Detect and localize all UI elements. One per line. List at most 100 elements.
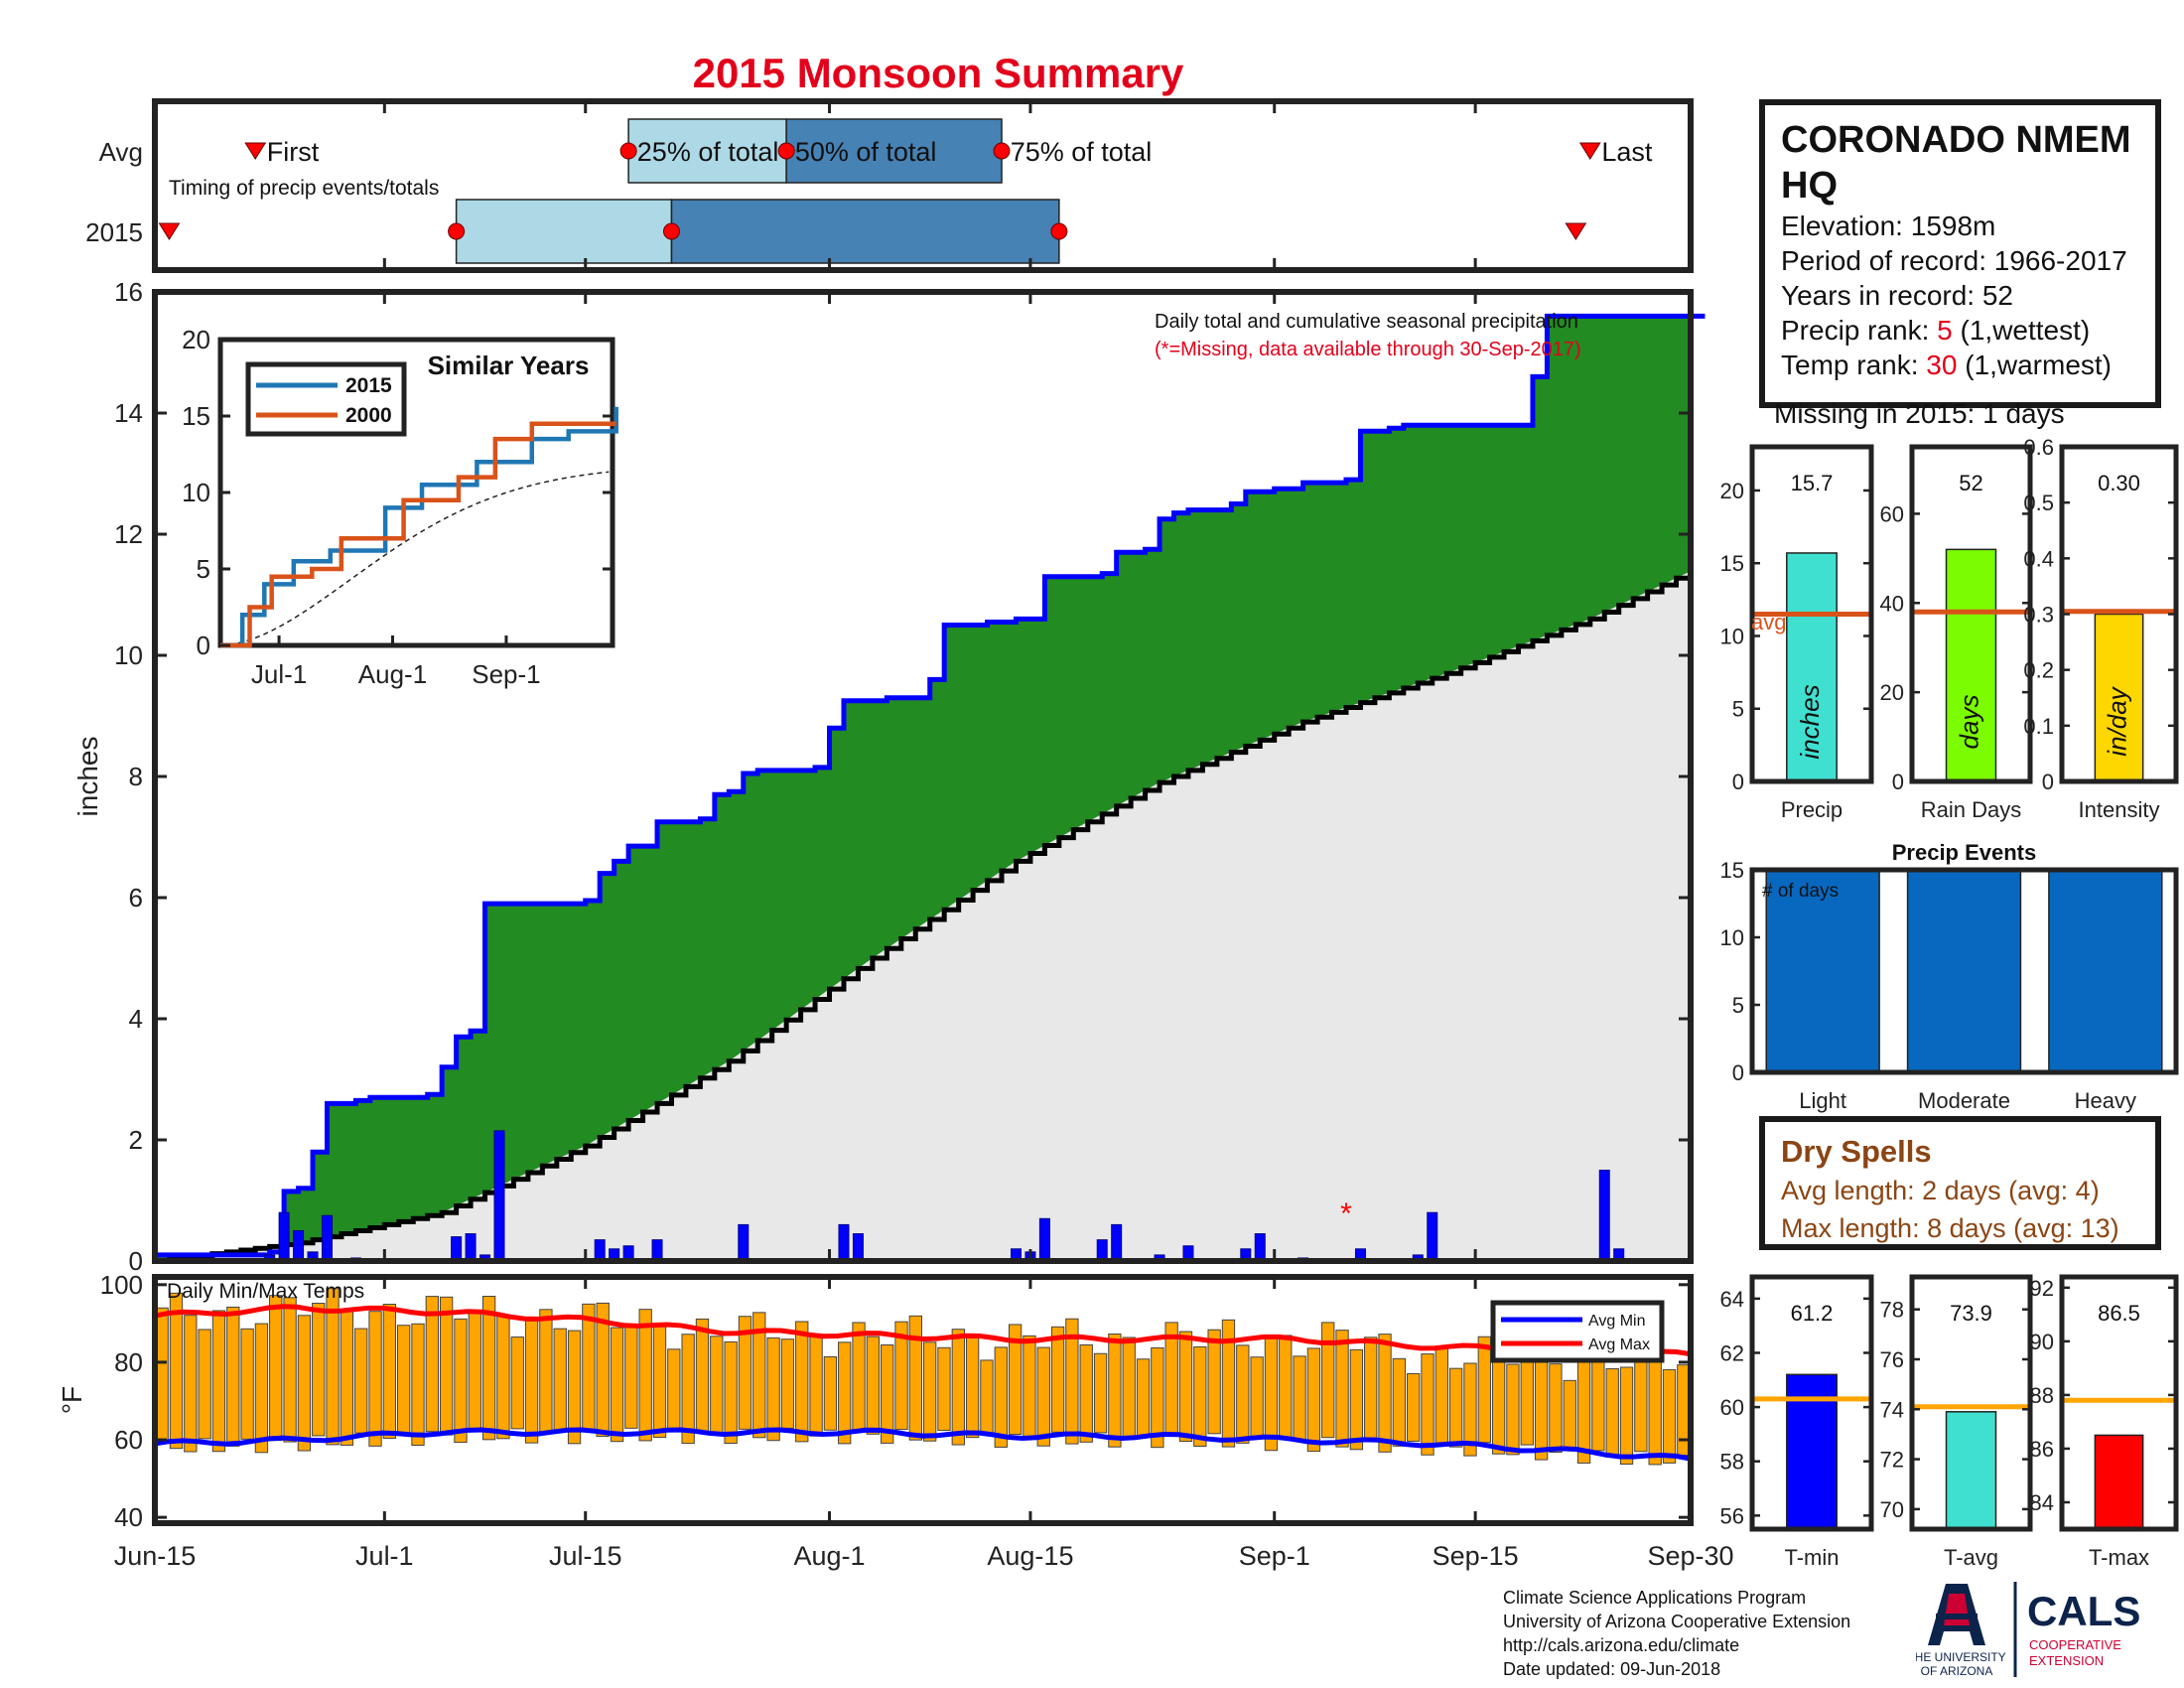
timing-row-label: Avg <box>99 137 143 167</box>
station-name: CORONADO NMEM HQ <box>1781 119 2131 207</box>
timing-percentile-dot <box>662 222 680 240</box>
daily-temp-range-bar <box>425 1296 439 1433</box>
timing-first-last-marker <box>244 142 267 160</box>
daily-temp-range-bar <box>596 1302 610 1437</box>
inset-legend-box <box>245 361 407 437</box>
stat-panel-frame <box>1909 1274 2033 1532</box>
daily-temp-range-bar <box>1591 1348 1605 1452</box>
daily-temp-range-bar <box>1520 1354 1534 1446</box>
stat-y-tick-label: 60 <box>1880 501 1904 526</box>
daily-temp-range-bar <box>695 1318 710 1434</box>
main-y-axis-label: inches <box>72 737 103 817</box>
daily-temp-range-bar <box>1122 1336 1136 1439</box>
daily-temp-range-bar <box>354 1328 368 1434</box>
logos: THE UNIVERSITY OF ARIZONA CALS COOPERATI… <box>1916 1582 2140 1678</box>
ua-logo: THE UNIVERSITY OF ARIZONA <box>1916 1584 2006 1678</box>
seasonal-stats-panels: 0 5 10 15 20 15.7 Precip inches avg 0 20 40 60 52 Rain… <box>1720 435 2179 822</box>
inset-y-tick-label: 10 <box>182 478 210 507</box>
daily-temp-range-bar <box>510 1336 524 1430</box>
daily-temp-range-bar <box>283 1297 297 1443</box>
stat-y-tick-label: 0.5 <box>2023 491 2054 515</box>
daily-temp-range-bar <box>667 1348 681 1430</box>
daily-precip-bar <box>738 1223 750 1262</box>
daily-temp-range-bar <box>937 1346 951 1432</box>
daily-temp-range-bar <box>1421 1353 1434 1456</box>
main-y-tick-label: 4 <box>129 1004 143 1034</box>
daily-temp-range-bar <box>198 1329 211 1440</box>
temps-frame <box>152 1274 1694 1526</box>
daily-temp-range-bar <box>994 1346 1008 1448</box>
stat-category-label: T-max <box>2089 1545 2149 1570</box>
daily-temp-range-bar <box>340 1310 354 1446</box>
x-tick-label: Sep-15 <box>1433 1541 1519 1571</box>
temps-y-tick-label: 80 <box>114 1347 143 1377</box>
daily-temp-range-bar <box>1605 1367 1619 1458</box>
credits-block: Climate Science Applications Program Uni… <box>1503 1586 1850 1681</box>
daily-precip-bar <box>1254 1233 1266 1262</box>
daily-precip-bar <box>1427 1211 1438 1262</box>
inset-title: Similar Years <box>428 351 590 380</box>
daily-temp-range-bar <box>965 1336 980 1439</box>
dry-max-length: Max length: 8 days (avg: 13) <box>1781 1213 2119 1243</box>
cumulative-excess-area <box>155 316 1706 1261</box>
daily-temps-panel: 40 60 80 100 Daily Min/Max Temps °F Avg Min Avg… <box>57 1270 1694 1532</box>
daily-temp-range-bar <box>1065 1318 1079 1445</box>
daily-temp-range-bar <box>1264 1336 1279 1452</box>
timing-percentile-dot <box>777 142 795 160</box>
precip-rank-value: 5 <box>1937 315 1953 346</box>
stat-value-bar <box>2094 1434 2144 1530</box>
precip-avg-label: avg <box>1751 610 1786 634</box>
stat-y-tick-label: 78 <box>1880 1298 1904 1323</box>
inset-legend-label: 2000 <box>345 404 392 427</box>
daily-temp-range-bar <box>738 1316 752 1430</box>
station-period: Period of record: 1966-2017 <box>1781 245 2127 276</box>
daily-temp-range-bar <box>567 1330 582 1445</box>
daily-temp-range-bar <box>254 1323 269 1454</box>
dry-avg-length: Avg length: 2 days (avg: 4) <box>1781 1176 2100 1205</box>
daily-temp-range-bar <box>226 1306 240 1447</box>
daily-temp-range-bar <box>1108 1334 1122 1448</box>
daily-temp-range-bar <box>752 1312 766 1439</box>
daily-temp-range-bar <box>1221 1319 1236 1448</box>
timing-percentile-label: 50% of total <box>795 137 937 167</box>
station-elevation: Elevation: 1598m <box>1781 211 1996 241</box>
daily-temp-range-bar <box>681 1334 695 1445</box>
inset-series-2000 <box>220 421 616 648</box>
daily-temp-range-bar <box>411 1323 425 1446</box>
daily-precip-bar <box>1096 1239 1108 1262</box>
main-y-tick-label: 6 <box>129 883 143 913</box>
timing-percentile-label: 75% of total <box>1011 137 1153 167</box>
stat-y-tick-label: 0.2 <box>2023 658 2054 683</box>
daily-temp-range-bar <box>1293 1355 1306 1442</box>
timing-percentile-label: 25% of total <box>637 137 779 167</box>
dry-spells-box: Dry Spells Avg length: 2 days (avg: 4) M… <box>1759 1116 2161 1250</box>
daily-temp-range-bar <box>326 1288 340 1446</box>
stat-y-tick-label: 70 <box>1880 1497 1904 1522</box>
stat-y-tick-label: 20 <box>1880 680 1904 705</box>
daily-temp-range-bar <box>368 1311 382 1447</box>
daily-temp-range-bar <box>866 1336 881 1435</box>
daily-temp-range-bar <box>1236 1344 1250 1444</box>
daily-temp-range-bar <box>439 1296 454 1436</box>
timing-percentile-dot <box>448 222 466 240</box>
avg-max-line <box>154 1304 1692 1357</box>
stat-value-bar <box>1945 548 1997 782</box>
stat-y-tick-label: 0.4 <box>2023 546 2054 571</box>
daily-temp-range-bar <box>1193 1345 1207 1448</box>
average-cumulative-area <box>155 571 1691 1261</box>
events-y-tick-label: 5 <box>1732 993 1744 1018</box>
stat-y-tick-label: 60 <box>1720 1395 1744 1420</box>
daily-temp-range-bar <box>1463 1362 1477 1457</box>
ua-text-2: OF ARIZONA <box>1921 1664 1993 1678</box>
daily-temp-range-bar <box>1151 1346 1164 1449</box>
daily-temp-range-bar <box>524 1320 539 1444</box>
events-note: # of days <box>1762 881 1839 902</box>
inset-series-2015 <box>220 406 618 648</box>
stat-y-tick-label: 58 <box>1720 1450 1744 1475</box>
main-y-tick-label: 10 <box>114 640 143 670</box>
main-legend-line-2: (*=Missing, data available through 30-Se… <box>1155 339 1581 360</box>
timing-percentile-label: Last <box>1601 137 1653 167</box>
temps-y-tick-label: 60 <box>114 1425 143 1455</box>
stat-y-tick-label: 88 <box>2030 1383 2054 1408</box>
x-tick-label: Sep-30 <box>1647 1541 1733 1571</box>
